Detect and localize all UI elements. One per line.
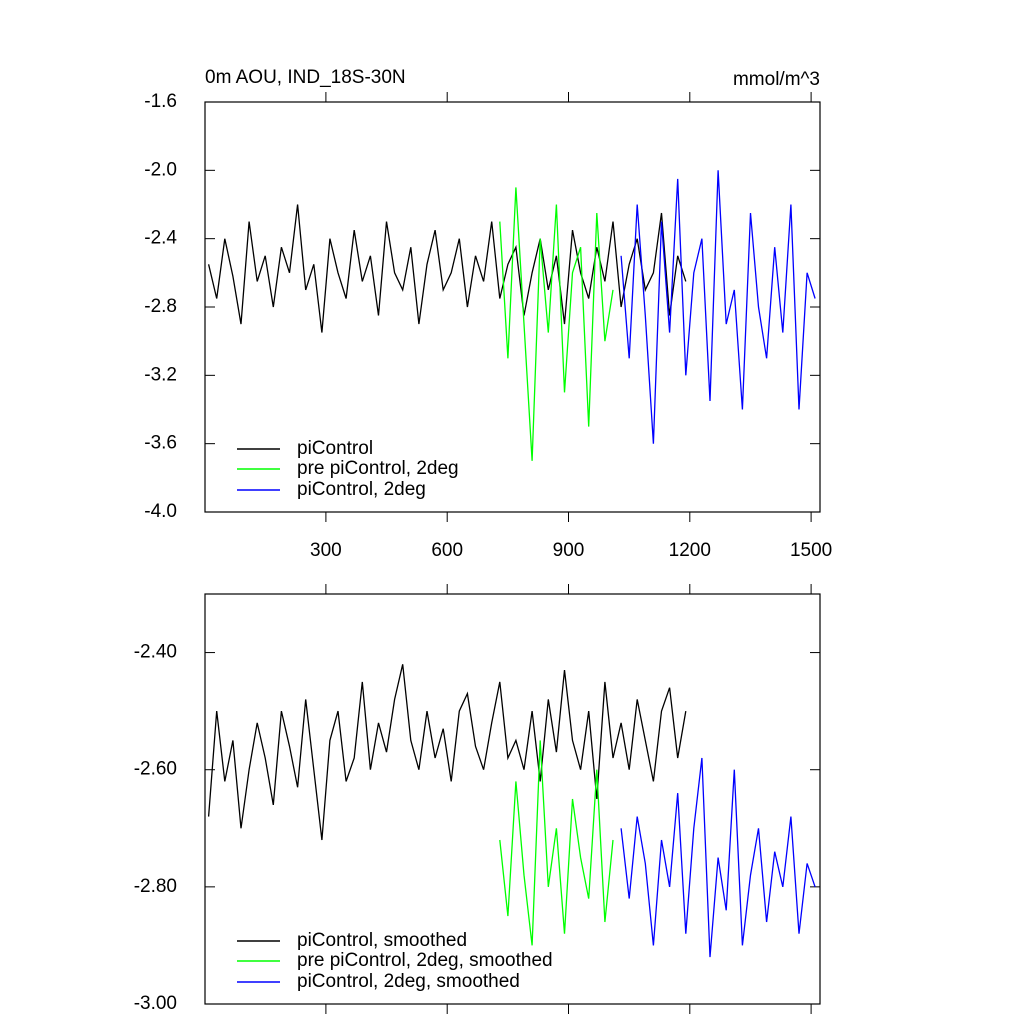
y-tick-label: -2.0 — [144, 159, 177, 180]
series-line — [499, 740, 614, 946]
y-tick-label: -3.00 — [134, 993, 177, 1014]
plot-frame — [204, 593, 821, 1005]
legend-label: piControl, 2deg, smoothed — [297, 971, 520, 992]
x-tick-label: 300 — [310, 540, 342, 561]
units-label: mmol/m^3 — [733, 69, 820, 90]
x-tick-label: 1500 — [790, 540, 832, 561]
y-tick-label: -2.40 — [134, 642, 177, 663]
legend-label: pre piControl, 2deg — [297, 458, 459, 479]
legend-label: piControl, smoothed — [297, 930, 467, 951]
legend-label: pre piControl, 2deg, smoothed — [297, 950, 553, 971]
legend-label: piControl, 2deg — [297, 479, 426, 500]
y-tick-label: -2.80 — [134, 876, 177, 897]
y-tick-label: -3.2 — [144, 364, 177, 385]
series-line — [499, 187, 614, 461]
y-tick-label: -2.4 — [144, 228, 177, 249]
y-tick-label: -2.8 — [144, 296, 177, 317]
x-tick-label: 1200 — [669, 540, 711, 561]
x-tick-label: 600 — [431, 540, 463, 561]
legend-label: piControl — [297, 438, 373, 459]
x-tick-label: 900 — [553, 540, 585, 561]
chart-title: 0m AOU, IND_18S-30N — [205, 67, 406, 88]
series-line — [620, 170, 816, 444]
y-tick-label: -3.6 — [144, 433, 177, 454]
y-tick-label: -2.60 — [134, 759, 177, 780]
series-line — [207, 204, 687, 333]
y-tick-label: -4.0 — [144, 501, 177, 522]
series-line — [620, 757, 816, 958]
y-tick-label: -1.6 — [144, 91, 177, 112]
series-line — [207, 664, 687, 841]
